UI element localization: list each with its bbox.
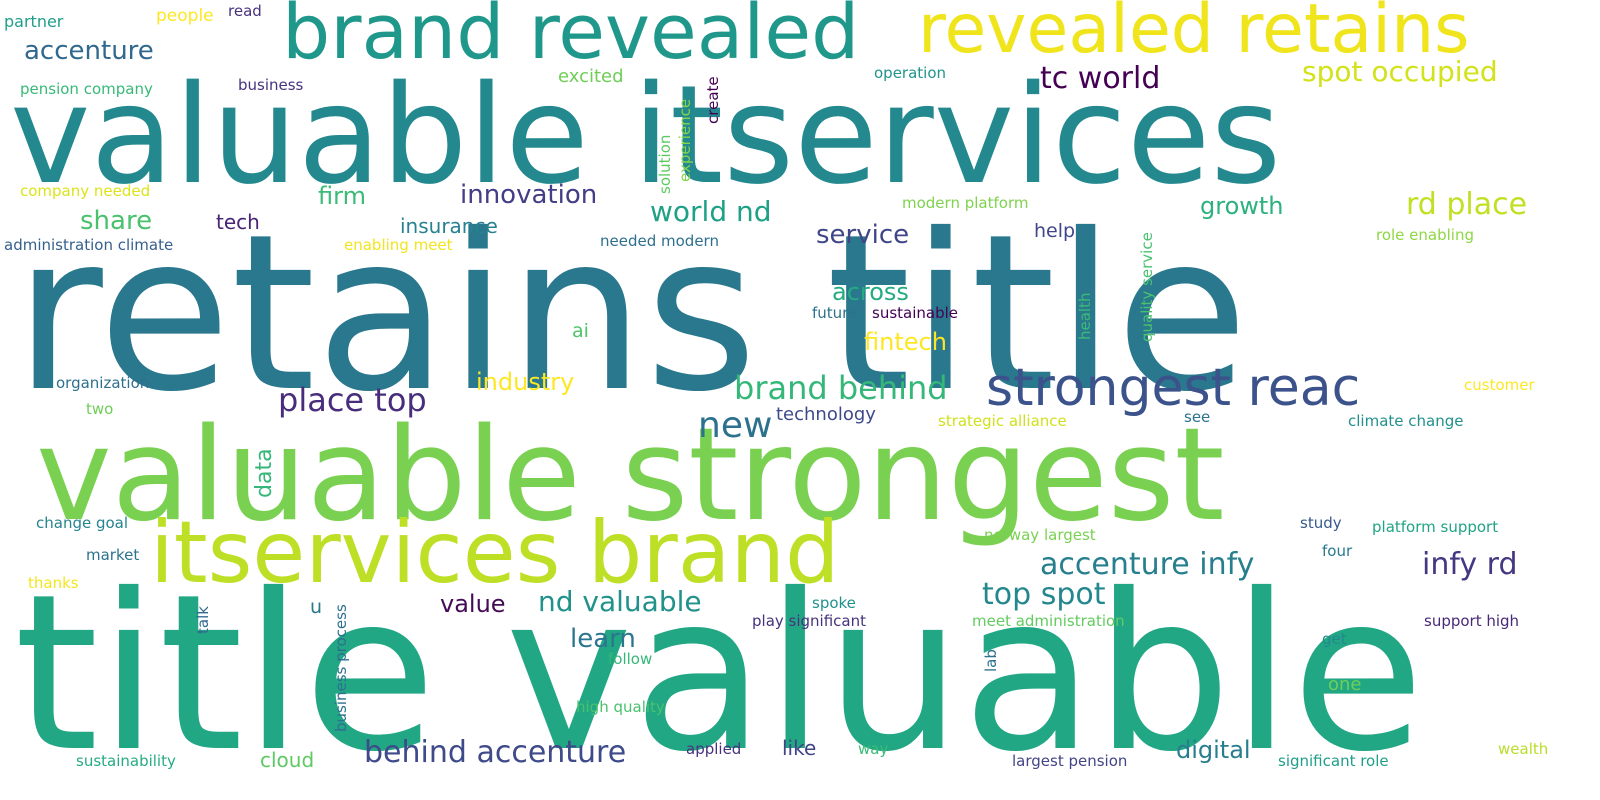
word: help: [1034, 220, 1076, 242]
word: wealth: [1498, 740, 1549, 758]
word: people: [156, 6, 214, 26]
word: way: [858, 740, 889, 758]
word: thanks: [28, 574, 79, 592]
word: talk: [194, 606, 212, 634]
word: pension company: [20, 80, 153, 98]
word: meet administration: [972, 612, 1125, 630]
word: technology: [776, 404, 876, 425]
word: see: [1184, 408, 1211, 426]
word: spoke: [812, 594, 856, 612]
word: accenture infy: [1040, 547, 1255, 582]
word: four: [1322, 542, 1353, 560]
word: digital: [1176, 736, 1251, 764]
word: nd valuable: [538, 585, 702, 618]
word: across: [832, 278, 909, 306]
word: brand behind: [734, 369, 948, 407]
word: spot occupied: [1302, 55, 1498, 88]
word: one: [1328, 674, 1362, 695]
word: rd place: [1406, 187, 1528, 222]
word: applied: [686, 740, 742, 758]
word: market: [86, 546, 140, 564]
word: needed modern: [600, 232, 719, 250]
word: growth: [1200, 192, 1284, 220]
word: health: [1076, 292, 1094, 340]
word: largest pension: [1012, 752, 1128, 770]
word: significant role: [1278, 752, 1389, 770]
word: revealed retains: [918, 0, 1470, 69]
word: solution: [656, 134, 674, 194]
word: sustainable: [872, 304, 958, 322]
word: top spot: [982, 577, 1106, 612]
word: play significant: [752, 612, 866, 630]
word: infy rd: [1422, 547, 1518, 582]
word: business process: [332, 604, 350, 732]
word: platform support: [1372, 518, 1499, 536]
word: service: [816, 220, 910, 250]
word: norway largest: [984, 526, 1096, 544]
word: company needed: [20, 182, 151, 200]
word: lab: [982, 649, 1000, 672]
word: high quality: [576, 698, 665, 716]
word: strategic alliance: [938, 412, 1067, 430]
word: follow: [608, 650, 653, 668]
word: operation: [874, 64, 947, 82]
word: administration climate: [4, 236, 174, 254]
word: quality service: [1138, 232, 1156, 342]
word: create: [704, 76, 722, 124]
word: industry: [476, 368, 575, 396]
word: tc world: [1040, 61, 1161, 96]
word: cloud: [260, 748, 315, 772]
word: role enabling: [1376, 226, 1474, 244]
word: title valuable: [14, 548, 1425, 799]
word: share: [80, 206, 153, 236]
word: study: [1300, 514, 1342, 532]
word: ai: [572, 320, 589, 342]
word: experience: [676, 98, 694, 182]
word: valuable strongest: [36, 401, 1225, 550]
word: valuable itservices: [10, 57, 1282, 215]
word: excited: [558, 66, 624, 87]
word: future: [812, 304, 858, 322]
word: firm: [318, 182, 366, 210]
word: partner: [4, 12, 64, 31]
word: get: [1322, 630, 1347, 648]
word: new: [698, 405, 773, 446]
word: learn: [570, 624, 636, 654]
word: itservices brand: [150, 503, 840, 603]
word: read: [228, 2, 262, 20]
word: accenture: [24, 36, 154, 66]
word: strongest reac: [986, 358, 1361, 418]
word: data: [252, 448, 277, 498]
word: world nd: [650, 195, 772, 228]
word: brand revealed: [282, 0, 860, 76]
word: modern platform: [902, 194, 1029, 212]
word: sustainability: [76, 752, 176, 770]
word: customer: [1464, 376, 1535, 394]
word: business: [238, 76, 304, 94]
word: u: [310, 596, 323, 618]
word: enabling meet: [344, 236, 453, 254]
word: value: [440, 590, 506, 618]
word: climate change: [1348, 412, 1464, 430]
word: organization: [56, 374, 150, 392]
word: two: [86, 400, 114, 418]
word: change goal: [36, 514, 129, 532]
word: innovation: [460, 180, 598, 210]
word: like: [782, 736, 817, 760]
word: retains title: [14, 188, 1249, 439]
word: place top: [278, 381, 427, 419]
word: behind accenture: [364, 735, 627, 770]
word: insurance: [400, 214, 498, 238]
word: tech: [216, 210, 260, 234]
word: support high: [1424, 612, 1520, 630]
word: fintech: [864, 328, 947, 356]
